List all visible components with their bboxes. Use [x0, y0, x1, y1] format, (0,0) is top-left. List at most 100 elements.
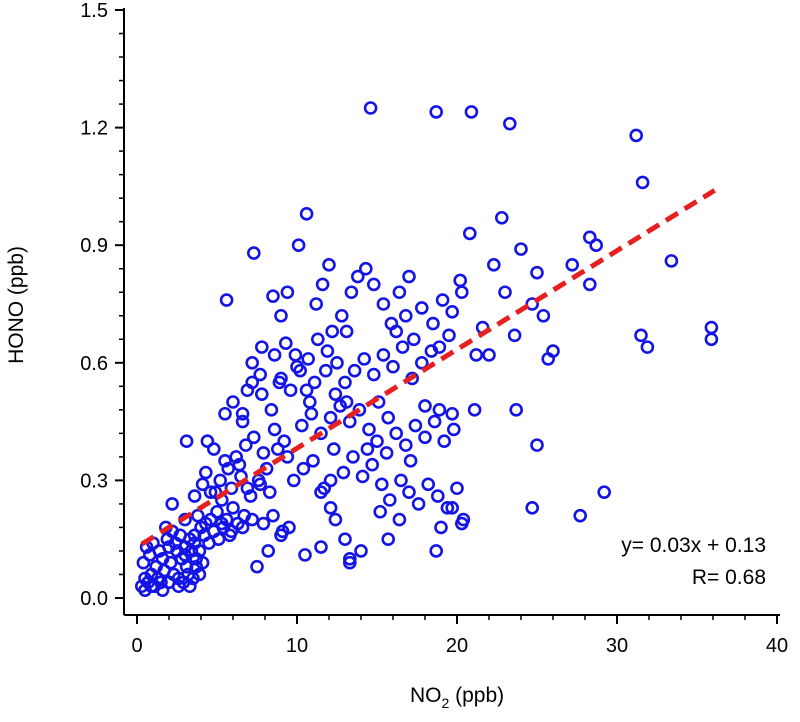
data-point: [338, 375, 352, 390]
data-point: [573, 508, 588, 523]
data-point: [298, 548, 312, 562]
data-point: [307, 375, 322, 390]
data-point: [398, 438, 413, 452]
data-point: [336, 465, 351, 480]
data-point: [530, 438, 544, 452]
data-point: [640, 340, 655, 354]
data-point: [376, 297, 391, 311]
data-point: [243, 489, 258, 503]
data-point: [280, 285, 295, 300]
data-point: [525, 501, 540, 515]
data-point: [374, 477, 389, 492]
data-points: [135, 101, 719, 597]
data-point: [354, 544, 368, 558]
data-point: [403, 453, 418, 468]
data-point: [330, 355, 344, 370]
x-axis-title: NO2 (ppb): [410, 684, 504, 711]
data-point: [445, 305, 460, 319]
data-point: [328, 387, 343, 401]
fit-line-group: [140, 188, 716, 547]
data-point: [389, 426, 404, 441]
data-point: [467, 403, 482, 417]
data-point: [323, 410, 338, 425]
data-point: [635, 175, 650, 190]
data-point: [339, 324, 354, 339]
y-axis-title: HONO (ppb): [5, 246, 28, 364]
data-point: [402, 485, 416, 499]
data-point: [207, 442, 221, 456]
data-point: [254, 340, 269, 354]
data-point: [203, 485, 218, 499]
data-point: [421, 477, 436, 492]
y-tick-label: 0.9: [80, 235, 108, 257]
data-point: [256, 446, 271, 460]
data-point: [347, 363, 362, 378]
data-point: [395, 340, 410, 354]
data-point: [250, 559, 264, 574]
data-point: [445, 406, 460, 421]
data-point: [323, 501, 338, 515]
data-point: [187, 489, 202, 503]
data-point: [429, 105, 444, 119]
data-point: [704, 320, 719, 335]
data-point: [392, 285, 407, 300]
x-tick-label: 40: [766, 635, 788, 657]
data-point: [414, 301, 429, 315]
data-point: [486, 257, 501, 272]
data-point: [629, 128, 644, 143]
data-point: [136, 555, 151, 570]
data-point: [275, 524, 290, 539]
equation-annotation: y= 0.03x + 0.13: [621, 534, 766, 557]
data-point: [456, 512, 471, 527]
data-point: [247, 430, 261, 445]
data-point: [245, 512, 259, 527]
data-point: [240, 383, 255, 398]
data-point: [165, 497, 179, 511]
data-point: [502, 116, 517, 131]
data-point: [446, 422, 461, 437]
data-point: [155, 583, 170, 597]
data-point: [350, 269, 365, 284]
data-point: [200, 434, 215, 449]
data-point: [411, 497, 426, 511]
data-point: [366, 367, 381, 382]
data-point: [301, 352, 316, 366]
data-point: [226, 501, 240, 515]
data-point: [453, 273, 468, 288]
data-point: [338, 532, 352, 547]
data-point: [328, 512, 343, 527]
data-point: [219, 293, 234, 307]
data-point: [464, 105, 479, 119]
x-tick-label: 30: [606, 635, 628, 657]
data-point: [283, 383, 298, 398]
data-point: [235, 520, 250, 535]
data-point: [365, 457, 380, 472]
data-point: [408, 418, 423, 433]
data-point: [507, 328, 522, 343]
data-point: [224, 524, 239, 539]
data-point: [195, 477, 210, 492]
data-point: [264, 403, 279, 417]
data-point: [277, 434, 292, 449]
data-point: [183, 579, 197, 594]
data-point: [430, 489, 445, 503]
data-point: [178, 548, 192, 562]
data-point: [210, 504, 224, 519]
data-point: [426, 316, 440, 331]
data-point: [344, 285, 359, 300]
data-point: [192, 567, 207, 582]
data-point: [254, 387, 269, 401]
data-point: [536, 308, 551, 323]
data-point: [240, 481, 255, 496]
y-tick-label: 1.2: [80, 118, 108, 140]
data-point: [208, 485, 223, 499]
data-point: [245, 355, 259, 370]
data-point: [634, 328, 648, 343]
data-point: [541, 352, 556, 366]
data-point: [346, 450, 360, 464]
data-point: [299, 383, 314, 398]
data-point: [342, 551, 357, 566]
data-point: [379, 446, 394, 460]
data-point: [218, 406, 232, 421]
